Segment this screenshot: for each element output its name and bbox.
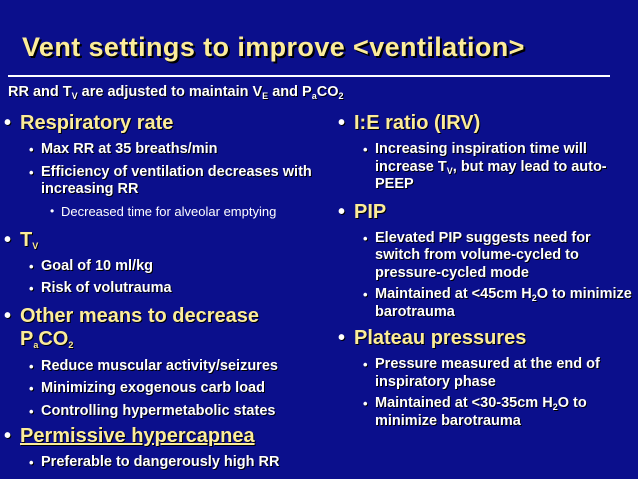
heading-ie-ratio: • I:E ratio (IRV) bbox=[338, 112, 481, 134]
bullet-icon: • bbox=[4, 304, 12, 327]
list-item: • Maintained at <30-35cm H2O to minimize… bbox=[363, 395, 587, 429]
title-divider bbox=[8, 75, 610, 77]
list-item: • Max RR at 35 breaths/min bbox=[29, 141, 218, 157]
bullet-icon: • bbox=[363, 142, 368, 157]
list-item: • Increasing inspiration time will incre… bbox=[363, 141, 607, 192]
list-item: • Pressure measured at the end of inspir… bbox=[363, 356, 600, 390]
bullet-icon: • bbox=[4, 112, 12, 134]
list-item: • Preferable to dangerously high RR bbox=[29, 454, 280, 470]
list-item: • Goal of 10 ml/kg bbox=[29, 257, 153, 274]
bullet-icon: • bbox=[4, 228, 12, 251]
bullet-icon: • bbox=[29, 455, 34, 470]
list-item: • Risk of volutrauma bbox=[29, 280, 172, 296]
intro-line: RR and TV are adjusted to maintain VE an… bbox=[8, 84, 344, 101]
heading-other-means: • Other means to decrease PaCO2 bbox=[4, 304, 259, 350]
heading-pip: • PIP bbox=[338, 200, 387, 223]
heading-tidal-volume: • TV bbox=[4, 228, 39, 251]
bullet-icon: • bbox=[50, 203, 55, 218]
bullet-icon: • bbox=[29, 142, 34, 157]
list-item: • Elevated PIP suggests need for switch … bbox=[363, 229, 591, 281]
heading-permissive-hypercapnea: • Permissive hypercapnea bbox=[4, 425, 255, 447]
bullet-icon: • bbox=[363, 357, 368, 372]
bullet-icon: • bbox=[29, 381, 34, 396]
list-item: • Minimizing exogenous carb load bbox=[29, 380, 265, 396]
bullet-icon: • bbox=[29, 164, 34, 180]
right-column: • I:E ratio (IRV) • Increasing inspirati… bbox=[338, 111, 636, 430]
slide-title: Vent settings to improve <ventilation> bbox=[22, 32, 525, 62]
bullet-icon: • bbox=[4, 425, 12, 447]
bullet-icon: • bbox=[363, 230, 368, 246]
heading-plateau-pressures: • Plateau pressures bbox=[338, 327, 527, 349]
list-subitem: • Decreased time for alveolar emptying bbox=[50, 203, 277, 219]
left-column: • Respiratory rate • Max RR at 35 breath… bbox=[4, 111, 338, 472]
list-item: • Controlling hypermetabolic states bbox=[29, 402, 276, 419]
bullet-icon: • bbox=[363, 396, 368, 411]
bullet-icon: • bbox=[29, 403, 34, 419]
bullet-icon: • bbox=[29, 358, 34, 374]
heading-respiratory-rate: • Respiratory rate bbox=[4, 112, 174, 134]
list-item: • Maintained at <45cm H2O to minimize ba… bbox=[363, 286, 632, 320]
list-item: • Efficiency of ventilation decreases wi… bbox=[29, 163, 312, 198]
bullet-icon: • bbox=[29, 281, 34, 296]
bullet-icon: • bbox=[338, 200, 346, 223]
list-item: • Reduce muscular activity/seizures bbox=[29, 357, 278, 374]
bullet-icon: • bbox=[338, 327, 346, 349]
bullet-icon: • bbox=[338, 112, 346, 134]
bullet-icon: • bbox=[363, 287, 368, 302]
bullet-icon: • bbox=[29, 258, 34, 274]
